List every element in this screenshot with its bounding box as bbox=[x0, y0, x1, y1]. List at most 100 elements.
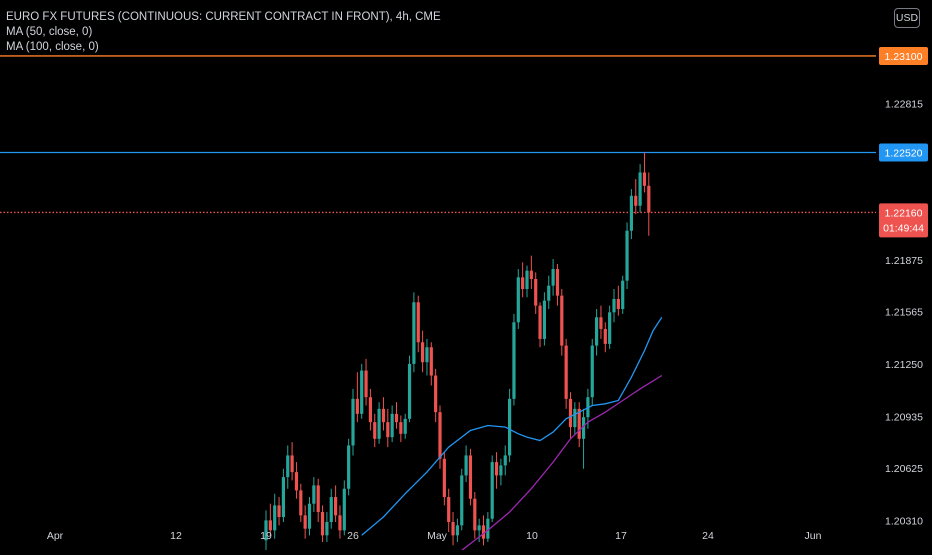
candle-body bbox=[499, 465, 503, 476]
candle-body bbox=[429, 347, 433, 376]
price-tick-label: 1.21565 bbox=[885, 306, 923, 318]
candle-body bbox=[629, 195, 633, 231]
ma100-line bbox=[452, 374, 663, 555]
candle-body bbox=[460, 475, 464, 526]
price-tag-label: 1.22520 bbox=[885, 147, 923, 159]
candle-body bbox=[590, 345, 594, 398]
price-tick-label: 1.21875 bbox=[885, 255, 923, 267]
time-tick-label: 17 bbox=[615, 530, 627, 542]
candle-body bbox=[455, 525, 459, 536]
time-tick-label: 24 bbox=[702, 530, 714, 542]
candle-body bbox=[616, 298, 620, 309]
candle-body bbox=[334, 497, 338, 516]
candle-body bbox=[394, 413, 399, 423]
candle-body bbox=[486, 518, 490, 539]
candle-body bbox=[281, 477, 285, 518]
price-tick-label: 1.20625 bbox=[885, 463, 923, 475]
current-price-tag bbox=[879, 203, 928, 238]
candle-body bbox=[560, 295, 564, 346]
candle-body bbox=[377, 408, 381, 439]
candle-body bbox=[529, 270, 533, 279]
candle-body bbox=[534, 279, 538, 306]
horizontal-lines bbox=[0, 55, 876, 214]
candle-body bbox=[625, 230, 629, 281]
candle-body bbox=[521, 277, 525, 289]
candle-body bbox=[325, 522, 329, 536]
candle-body bbox=[621, 280, 625, 309]
price-tick-label: 1.22815 bbox=[885, 98, 923, 110]
candle-body bbox=[390, 413, 394, 438]
candle-body bbox=[355, 398, 359, 414]
candle-body bbox=[412, 302, 416, 364]
candle-body bbox=[547, 285, 551, 301]
candle-body bbox=[351, 398, 355, 446]
time-tick-label: 10 bbox=[526, 530, 538, 542]
candle-body bbox=[303, 515, 307, 529]
candle-body bbox=[568, 398, 573, 428]
candle-body bbox=[638, 172, 642, 206]
candle-body bbox=[595, 317, 599, 346]
candle-body bbox=[264, 520, 268, 541]
candle-body bbox=[477, 525, 481, 531]
time-axis: Apr 12 19 26 May 10 17 24 Jun bbox=[47, 530, 822, 542]
candle-body bbox=[564, 345, 568, 399]
chart-legend: EURO FX FUTURES (CONTINUOUS: CURRENT CON… bbox=[6, 10, 441, 55]
time-tick-label: 26 bbox=[347, 530, 359, 542]
candle-body bbox=[538, 305, 542, 339]
price-axis: 1.22815 1.21875 1.21565 1.21250 1.20935 1.206… bbox=[885, 98, 923, 527]
candle-body bbox=[464, 455, 468, 476]
candle-body bbox=[599, 317, 603, 329]
candle-body bbox=[555, 269, 560, 296]
candle-body bbox=[494, 462, 499, 476]
candle-body bbox=[403, 418, 407, 434]
ma50-legend[interactable]: MA (50, close, 0) bbox=[6, 26, 93, 38]
candle-body bbox=[407, 363, 412, 419]
price-tag-label: 1.23100 bbox=[885, 51, 923, 63]
candle-body bbox=[386, 422, 390, 438]
candle-body bbox=[551, 269, 555, 286]
candle-body bbox=[447, 497, 451, 523]
candle-body bbox=[581, 417, 586, 439]
ma100-legend[interactable]: MA (100, close, 0) bbox=[6, 41, 99, 53]
ma50-line bbox=[361, 316, 663, 536]
candle-body bbox=[503, 455, 507, 466]
candle-body bbox=[512, 322, 516, 399]
candles bbox=[264, 152, 651, 551]
countdown-value: 01:49:44 bbox=[883, 222, 924, 234]
candle-body bbox=[421, 342, 425, 363]
candle-body bbox=[347, 445, 351, 489]
currency-button[interactable]: USD bbox=[894, 8, 920, 28]
moving-average-lines bbox=[361, 316, 663, 555]
candle-body bbox=[442, 458, 446, 498]
candle-body bbox=[299, 490, 303, 516]
candle-body bbox=[342, 488, 346, 531]
candle-body bbox=[603, 328, 607, 344]
time-tick-label: 19 bbox=[260, 530, 272, 542]
candle-body bbox=[573, 408, 577, 428]
candle-body bbox=[360, 370, 364, 414]
candle-body bbox=[612, 298, 616, 313]
candle-body bbox=[634, 195, 638, 206]
price-tick-label: 1.20310 bbox=[885, 515, 923, 527]
candle-body bbox=[608, 312, 612, 344]
candle-body bbox=[286, 455, 290, 478]
candle-body bbox=[268, 520, 272, 531]
candle-body bbox=[416, 302, 420, 343]
candle-body bbox=[434, 375, 438, 413]
candle-body bbox=[425, 347, 429, 363]
candle-body bbox=[320, 512, 325, 536]
candle-body bbox=[307, 503, 312, 529]
candle-body bbox=[642, 172, 647, 186]
current-price-value: 1.22160 bbox=[885, 207, 923, 219]
time-tick-label: Jun bbox=[805, 530, 822, 542]
candle-body bbox=[438, 412, 442, 459]
candle-body bbox=[290, 455, 294, 473]
candle-body bbox=[294, 472, 299, 491]
candle-body bbox=[473, 498, 477, 531]
candle-body bbox=[577, 408, 581, 439]
candle-body bbox=[329, 497, 333, 523]
candle-body bbox=[277, 505, 281, 518]
candle-body bbox=[399, 422, 403, 434]
